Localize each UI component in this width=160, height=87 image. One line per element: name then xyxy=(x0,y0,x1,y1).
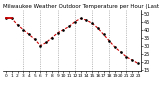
Text: Milwaukee Weather Outdoor Temperature per Hour (Last 24 Hours): Milwaukee Weather Outdoor Temperature pe… xyxy=(3,4,160,9)
